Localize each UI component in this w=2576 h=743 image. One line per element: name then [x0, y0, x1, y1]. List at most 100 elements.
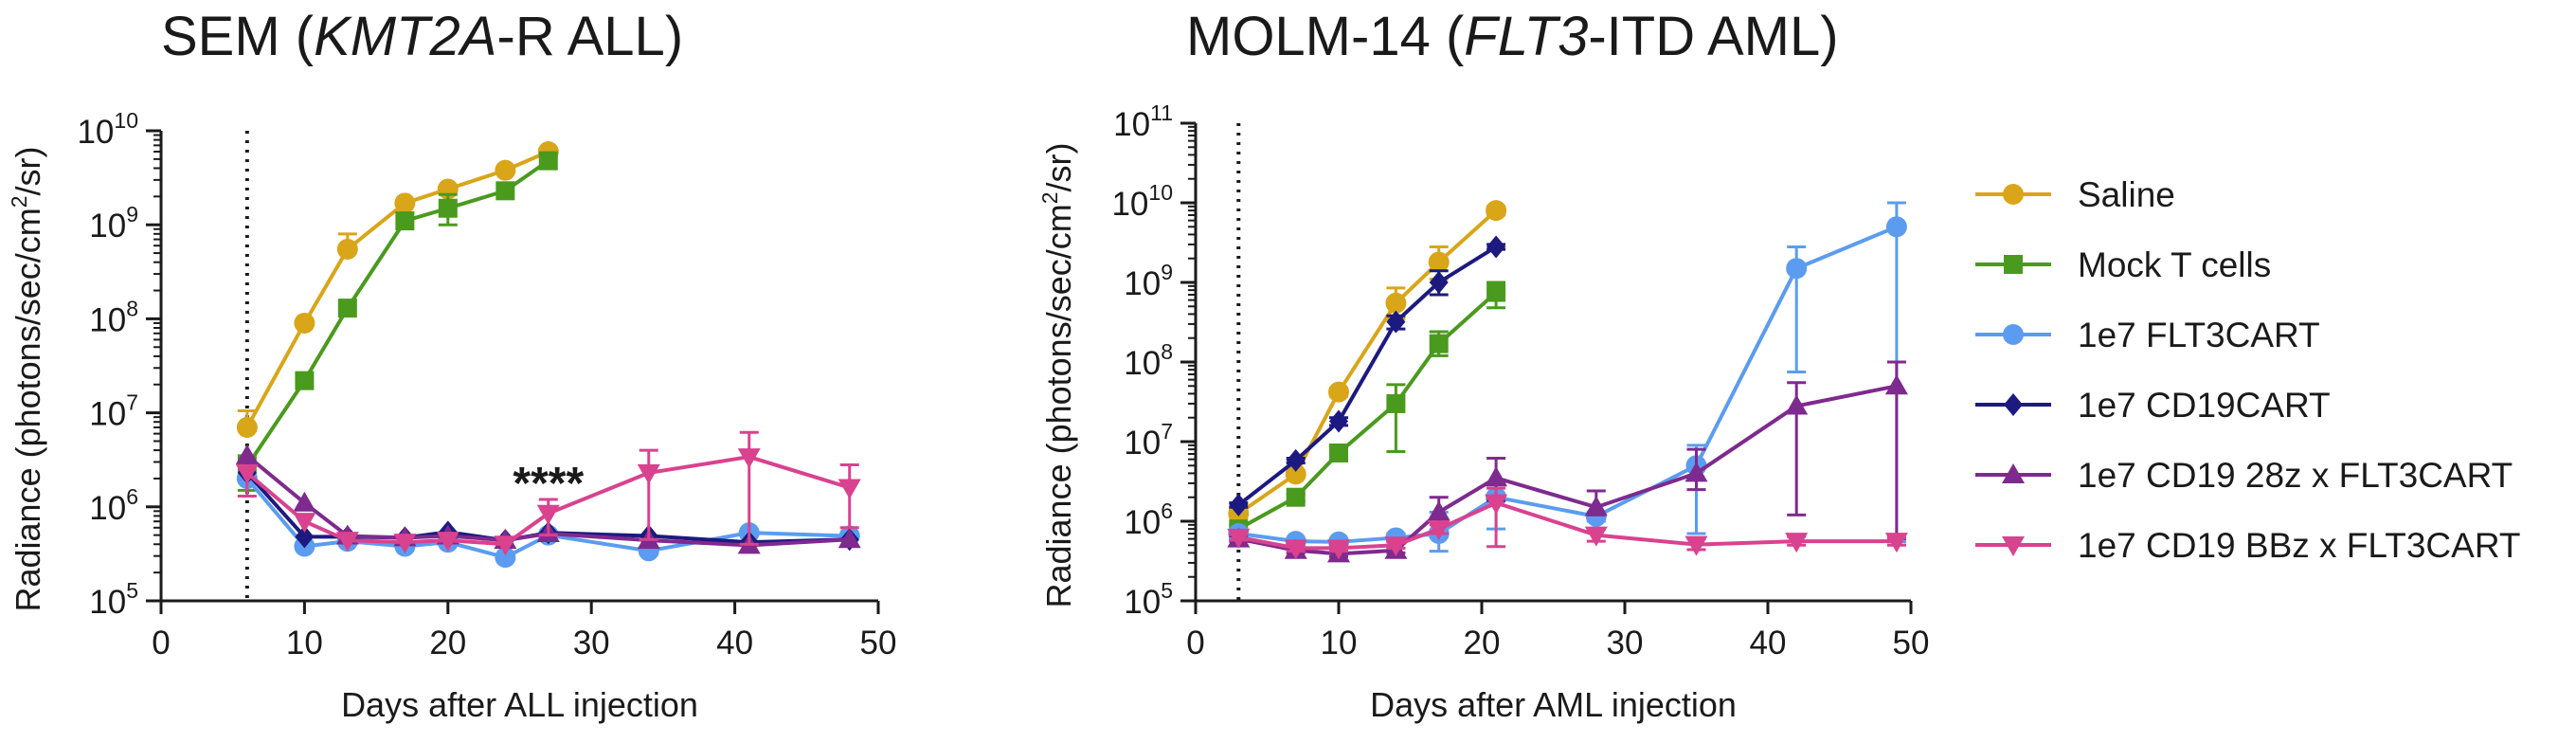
legend-marker	[2003, 184, 2024, 205]
x-tick-label: 0	[1186, 625, 1204, 661]
data-point	[637, 463, 660, 484]
data-point	[1485, 494, 1508, 515]
legend-label: Saline	[2078, 175, 2175, 214]
y-tick-label: 107	[89, 390, 138, 433]
series-line	[1237, 245, 1498, 507]
y-tick-label: 107	[1124, 419, 1173, 462]
data-point	[393, 534, 417, 554]
legend-label: 1e7 CD19 BBz x FLT3CART	[2078, 526, 2520, 565]
legend-marker	[2002, 463, 2025, 483]
series-mock-t-cells	[1229, 281, 1506, 539]
data-point	[1684, 462, 1708, 482]
series-line	[1237, 208, 1498, 516]
data-point	[536, 504, 560, 525]
y-tick-label: 1010	[77, 108, 138, 151]
legend-label: Mock T cells	[2078, 245, 2271, 284]
data-point	[1884, 533, 1908, 553]
data-point	[1284, 539, 1307, 560]
data-point	[1428, 251, 1450, 273]
data-point	[1286, 487, 1306, 507]
data-point	[1785, 394, 1809, 415]
data-point	[1584, 496, 1608, 516]
data-point	[236, 416, 258, 438]
series-line	[245, 471, 850, 545]
series-line	[245, 455, 851, 547]
data-point	[495, 159, 516, 181]
data-point	[1584, 526, 1608, 547]
series-1e7-cd19-bbz-x-flt3cart	[1227, 486, 1908, 560]
y-tick-label: 109	[89, 202, 138, 245]
data-point	[337, 299, 357, 318]
data-point	[495, 181, 515, 201]
series-line	[245, 454, 850, 548]
data-point	[1386, 310, 1406, 334]
legend-label: 1e7 CD19 28z x FLT3CART	[2078, 456, 2513, 495]
data-point	[1386, 393, 1406, 413]
data-point	[436, 532, 459, 553]
legend-marker	[2003, 324, 2024, 345]
data-point	[1486, 235, 1506, 259]
data-point	[1429, 271, 1449, 294]
data-point	[1227, 528, 1251, 549]
y-tick-label: 105	[89, 578, 138, 621]
x-axis-label: Days after ALL injection	[341, 685, 698, 724]
series-line	[1237, 384, 1898, 556]
series-saline	[1228, 200, 1507, 524]
legend: Saline Mock T cells 1e7 FLT3CART 1e7 CD19CA…	[1975, 175, 2520, 565]
data-point	[1329, 443, 1348, 462]
y-tick-label: 105	[1124, 578, 1173, 621]
x-tick-label: 30	[1607, 625, 1644, 661]
data-point	[1329, 409, 1348, 433]
data-point	[737, 448, 761, 469]
data-point	[1486, 200, 1507, 222]
data-point	[1385, 292, 1407, 314]
data-point	[1327, 539, 1350, 560]
x-tick-label: 40	[1750, 625, 1787, 661]
x-tick-label: 50	[860, 625, 897, 661]
data-point	[1786, 258, 1808, 280]
legend-marker	[2004, 255, 2023, 274]
y-tick-label: 108	[89, 296, 138, 338]
legend-entry: Saline	[1975, 175, 2175, 214]
y-axis-label: Radiance (photons/sec/cm2/sr)	[1037, 143, 1078, 608]
data-point	[1427, 500, 1450, 521]
legend-entry: 1e7 FLT3CART	[1975, 316, 2320, 354]
data-point	[235, 444, 259, 464]
y-tick-label: 108	[1124, 339, 1173, 382]
data-point	[235, 463, 259, 484]
legend-marker	[2002, 536, 2025, 556]
series-1e7-cd19cart	[1229, 235, 1506, 516]
data-point	[1785, 533, 1809, 553]
y-tick-label: 1011	[1113, 100, 1173, 143]
y-tick-label: 109	[1124, 260, 1173, 302]
significance-annotation: ****	[513, 459, 584, 509]
data-point	[1285, 463, 1306, 485]
x-axis-label: Days after AML injection	[1370, 685, 1737, 724]
series-1e7-cd19-bbz-x-flt3cart	[235, 430, 861, 556]
data-point	[494, 535, 517, 556]
data-point	[1427, 520, 1450, 541]
x-tick-label: 50	[1893, 625, 1930, 661]
series-line	[1237, 291, 1498, 531]
data-point	[1684, 535, 1708, 556]
legend-entry: 1e7 CD19CART	[1975, 386, 2331, 425]
x-tick-label: 30	[573, 625, 610, 661]
data-point	[293, 491, 316, 512]
data-point	[838, 479, 861, 499]
data-point	[438, 198, 458, 218]
data-point	[538, 151, 558, 171]
legend-label: 1e7 CD19CART	[2078, 386, 2331, 425]
series-line	[1237, 500, 1897, 551]
x-tick-label: 10	[286, 625, 323, 661]
data-point	[495, 547, 516, 569]
data-point	[1885, 216, 1907, 238]
y-tick-label: 106	[1124, 498, 1173, 541]
chart-panel-1: SEM (KMT2A-R ALL) 0 10 20 30 40 50 1010 109 108 10…	[7, 6, 896, 724]
data-point	[1486, 282, 1506, 302]
data-point	[336, 238, 358, 260]
legend-marker	[2004, 393, 2023, 416]
y-axis-label: Radiance (photons/sec/cm2/sr)	[7, 147, 47, 612]
data-point	[335, 532, 359, 553]
x-tick-label: 10	[1321, 625, 1358, 661]
